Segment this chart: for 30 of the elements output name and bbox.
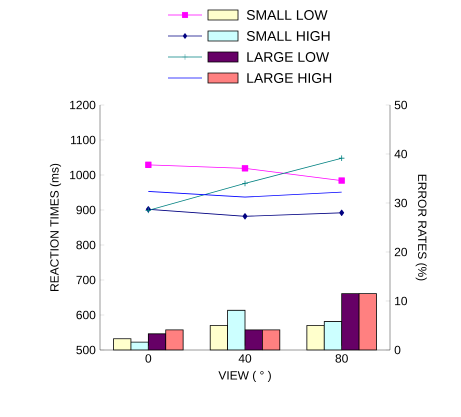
- y2-axis-title: ERROR RATES (%): [416, 174, 427, 280]
- point: [242, 213, 248, 220]
- point: [242, 165, 248, 172]
- legend-label: SMALL LOW: [246, 10, 328, 20]
- x-tick-label: 40: [238, 354, 252, 363]
- y-tick-label: 700: [76, 276, 96, 284]
- y2-tick-label: 30: [394, 198, 408, 208]
- legend-label: LARGE LOW: [247, 52, 330, 62]
- y-tick-label: 800: [76, 240, 96, 250]
- y2-tick-label: 10: [395, 296, 408, 306]
- y-tick-label: 1000: [70, 170, 96, 180]
- y-tick-label: 1100: [71, 136, 96, 144]
- y-tick-label: 600: [76, 310, 96, 320]
- point: [145, 162, 152, 168]
- y-axis-title: REACTION TIMES (ms): [50, 164, 62, 291]
- point: [338, 177, 345, 184]
- y2-tick-label: 40: [394, 150, 408, 158]
- y2-tick-label: 20: [394, 248, 408, 256]
- y-tick-label: 900: [76, 206, 96, 214]
- y2-tick-label: 50: [394, 100, 408, 110]
- point: [242, 180, 248, 187]
- x-tick-label: 80: [336, 354, 348, 363]
- legend-label: SMALL HIGH: [246, 31, 330, 41]
- y-tick-label: 1200: [70, 100, 96, 110]
- y-tick-label: 500: [76, 346, 96, 354]
- point: [339, 210, 344, 216]
- x-axis-title: VIEW ( ° ): [218, 370, 271, 382]
- x-tick-label: 0: [145, 354, 152, 363]
- y2-tick-label: 0: [394, 346, 400, 354]
- legend-label: LARGE HIGH: [247, 73, 332, 83]
